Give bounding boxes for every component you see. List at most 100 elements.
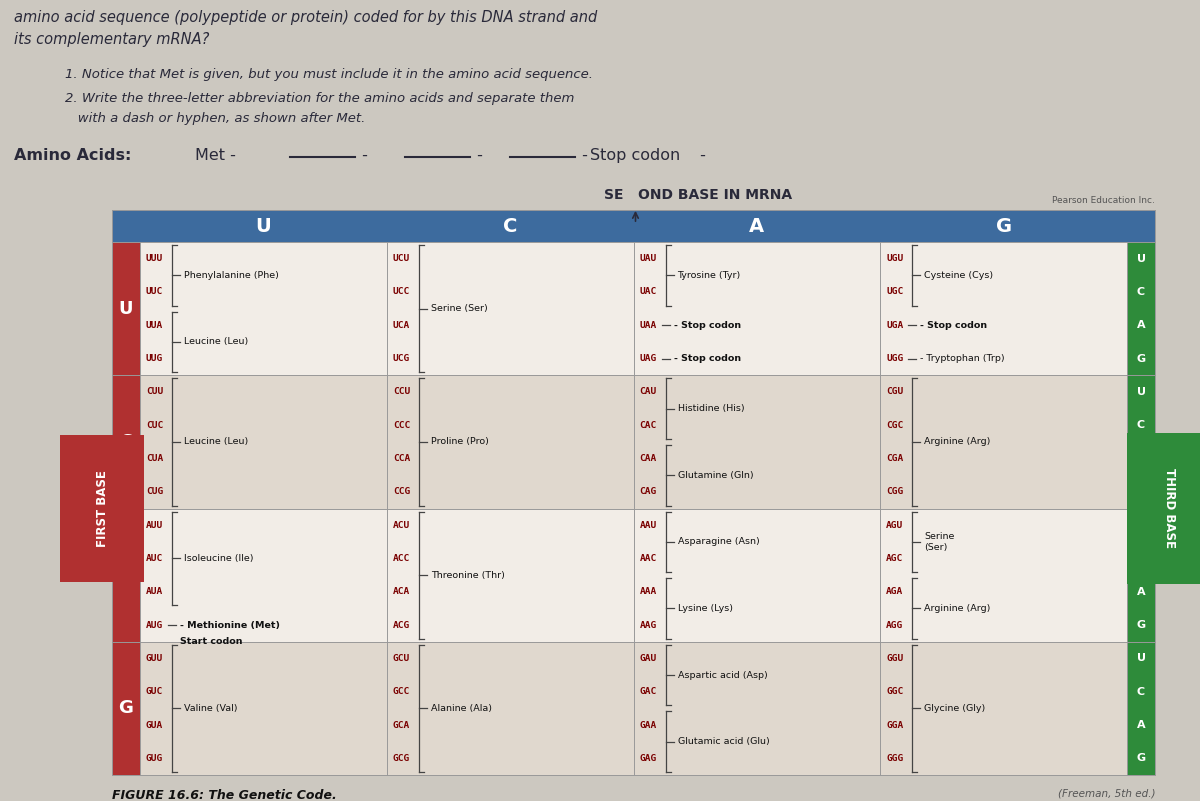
- Text: Start codon: Start codon: [180, 638, 242, 646]
- Text: CAA: CAA: [640, 454, 656, 463]
- Text: Glutamine (Gln): Glutamine (Gln): [678, 471, 754, 480]
- Text: Leucine (Leu): Leucine (Leu): [184, 437, 248, 446]
- Text: G: G: [996, 216, 1012, 235]
- Text: A: A: [1136, 453, 1145, 464]
- Text: GUA: GUA: [146, 721, 163, 730]
- Text: A: A: [1136, 320, 1145, 330]
- Text: AUC: AUC: [146, 554, 163, 563]
- Text: UGG: UGG: [887, 354, 904, 363]
- Text: GGG: GGG: [887, 754, 904, 763]
- Text: ACC: ACC: [392, 554, 410, 563]
- Text: UCU: UCU: [392, 254, 410, 264]
- Text: A: A: [1136, 720, 1145, 730]
- Text: Alanine (Ala): Alanine (Ala): [431, 704, 492, 713]
- Text: G: G: [1136, 620, 1146, 630]
- Text: GGC: GGC: [887, 687, 904, 696]
- Text: 2. Write the three-letter abbreviation for the amino acids and separate them: 2. Write the three-letter abbreviation f…: [65, 92, 575, 105]
- Text: U: U: [119, 300, 133, 318]
- Text: C: C: [1136, 287, 1145, 297]
- Text: amino acid sequence (polypeptide or protein) coded for by this DNA strand and: amino acid sequence (polypeptide or prot…: [14, 10, 598, 25]
- Text: its complementary mRNA?: its complementary mRNA?: [14, 32, 209, 47]
- FancyBboxPatch shape: [140, 509, 1127, 642]
- Text: CGU: CGU: [887, 388, 904, 396]
- Text: Asparagine (Asn): Asparagine (Asn): [678, 537, 760, 546]
- Text: CAC: CAC: [640, 421, 656, 429]
- Text: CCA: CCA: [392, 454, 410, 463]
- Text: Arginine (Arg): Arginine (Arg): [924, 437, 991, 446]
- Text: C: C: [1136, 421, 1145, 430]
- Text: GUU: GUU: [146, 654, 163, 663]
- Text: AAA: AAA: [640, 587, 656, 596]
- Text: CGC: CGC: [887, 421, 904, 429]
- Text: U: U: [1136, 254, 1146, 264]
- FancyBboxPatch shape: [1127, 642, 1154, 775]
- FancyBboxPatch shape: [1127, 375, 1154, 509]
- Text: Tyrosine (Tyr): Tyrosine (Tyr): [678, 271, 740, 280]
- Text: A: A: [1136, 587, 1145, 597]
- Text: CCU: CCU: [392, 388, 410, 396]
- Text: with a dash or hyphen, as shown after Met.: with a dash or hyphen, as shown after Me…: [65, 112, 365, 125]
- FancyBboxPatch shape: [112, 375, 140, 509]
- Text: GGA: GGA: [887, 721, 904, 730]
- Text: FIRST BASE: FIRST BASE: [96, 470, 108, 547]
- Text: GUC: GUC: [146, 687, 163, 696]
- Text: AGA: AGA: [887, 587, 904, 596]
- Text: GCC: GCC: [392, 687, 410, 696]
- Text: GCG: GCG: [392, 754, 410, 763]
- Text: Pearson Education Inc.: Pearson Education Inc.: [1052, 196, 1154, 205]
- Text: CCG: CCG: [392, 487, 410, 497]
- Text: - Stop codon: - Stop codon: [920, 320, 988, 330]
- Text: GUG: GUG: [146, 754, 163, 763]
- Text: - Stop codon: - Stop codon: [673, 354, 740, 363]
- Text: C: C: [1136, 553, 1145, 563]
- Text: ACA: ACA: [392, 587, 410, 596]
- Text: THIRD BASE: THIRD BASE: [1163, 469, 1176, 549]
- Text: AGC: AGC: [887, 554, 904, 563]
- Text: GAA: GAA: [640, 721, 656, 730]
- Text: Arginine (Arg): Arginine (Arg): [924, 604, 991, 613]
- Text: Phenylalanine (Phe): Phenylalanine (Phe): [184, 271, 278, 280]
- Text: AAG: AAG: [640, 621, 656, 630]
- Text: GAG: GAG: [640, 754, 656, 763]
- Text: A: A: [119, 566, 133, 584]
- Text: Cysteine (Cys): Cysteine (Cys): [924, 271, 994, 280]
- Text: AGG: AGG: [887, 621, 904, 630]
- Text: - Stop codon: - Stop codon: [673, 320, 740, 330]
- Text: (Freeman, 5th ed.): (Freeman, 5th ed.): [1057, 789, 1154, 799]
- Text: OND BASE IN MRNA: OND BASE IN MRNA: [638, 188, 793, 202]
- Text: Lysine (Lys): Lysine (Lys): [678, 604, 732, 613]
- Text: Aspartic acid (Asp): Aspartic acid (Asp): [678, 670, 767, 679]
- Text: - Tryptophan (Trp): - Tryptophan (Trp): [920, 354, 1004, 363]
- Text: ACU: ACU: [392, 521, 410, 529]
- Text: AUU: AUU: [146, 521, 163, 529]
- Text: UAG: UAG: [640, 354, 656, 363]
- Text: -: -: [695, 148, 706, 163]
- FancyBboxPatch shape: [140, 642, 1127, 775]
- Text: -: -: [472, 148, 482, 163]
- Text: FIGURE 16.6: The Genetic Code.: FIGURE 16.6: The Genetic Code.: [112, 789, 337, 801]
- Text: G: G: [1136, 487, 1146, 497]
- Text: U: U: [1136, 520, 1146, 530]
- Text: UAC: UAC: [640, 288, 656, 296]
- Text: SE: SE: [604, 188, 624, 202]
- Text: G: G: [1136, 353, 1146, 364]
- Text: - Methionine (Met): - Methionine (Met): [180, 621, 280, 630]
- Text: -: -: [577, 148, 588, 163]
- Text: UGC: UGC: [887, 288, 904, 296]
- Text: AGU: AGU: [887, 521, 904, 529]
- Text: CUA: CUA: [146, 454, 163, 463]
- Text: Serine (Ser): Serine (Ser): [431, 304, 487, 313]
- Text: U: U: [256, 216, 271, 235]
- Text: AUG: AUG: [146, 621, 163, 630]
- Text: G: G: [1136, 754, 1146, 763]
- Text: G: G: [119, 699, 133, 718]
- Text: CUC: CUC: [146, 421, 163, 429]
- Text: C: C: [1136, 686, 1145, 697]
- Text: UCA: UCA: [392, 320, 410, 330]
- Text: AUA: AUA: [146, 587, 163, 596]
- Text: CAU: CAU: [640, 388, 656, 396]
- Text: Histidine (His): Histidine (His): [678, 404, 744, 413]
- FancyBboxPatch shape: [112, 210, 1154, 242]
- Text: Amino Acids:: Amino Acids:: [14, 148, 131, 163]
- FancyBboxPatch shape: [1127, 242, 1154, 375]
